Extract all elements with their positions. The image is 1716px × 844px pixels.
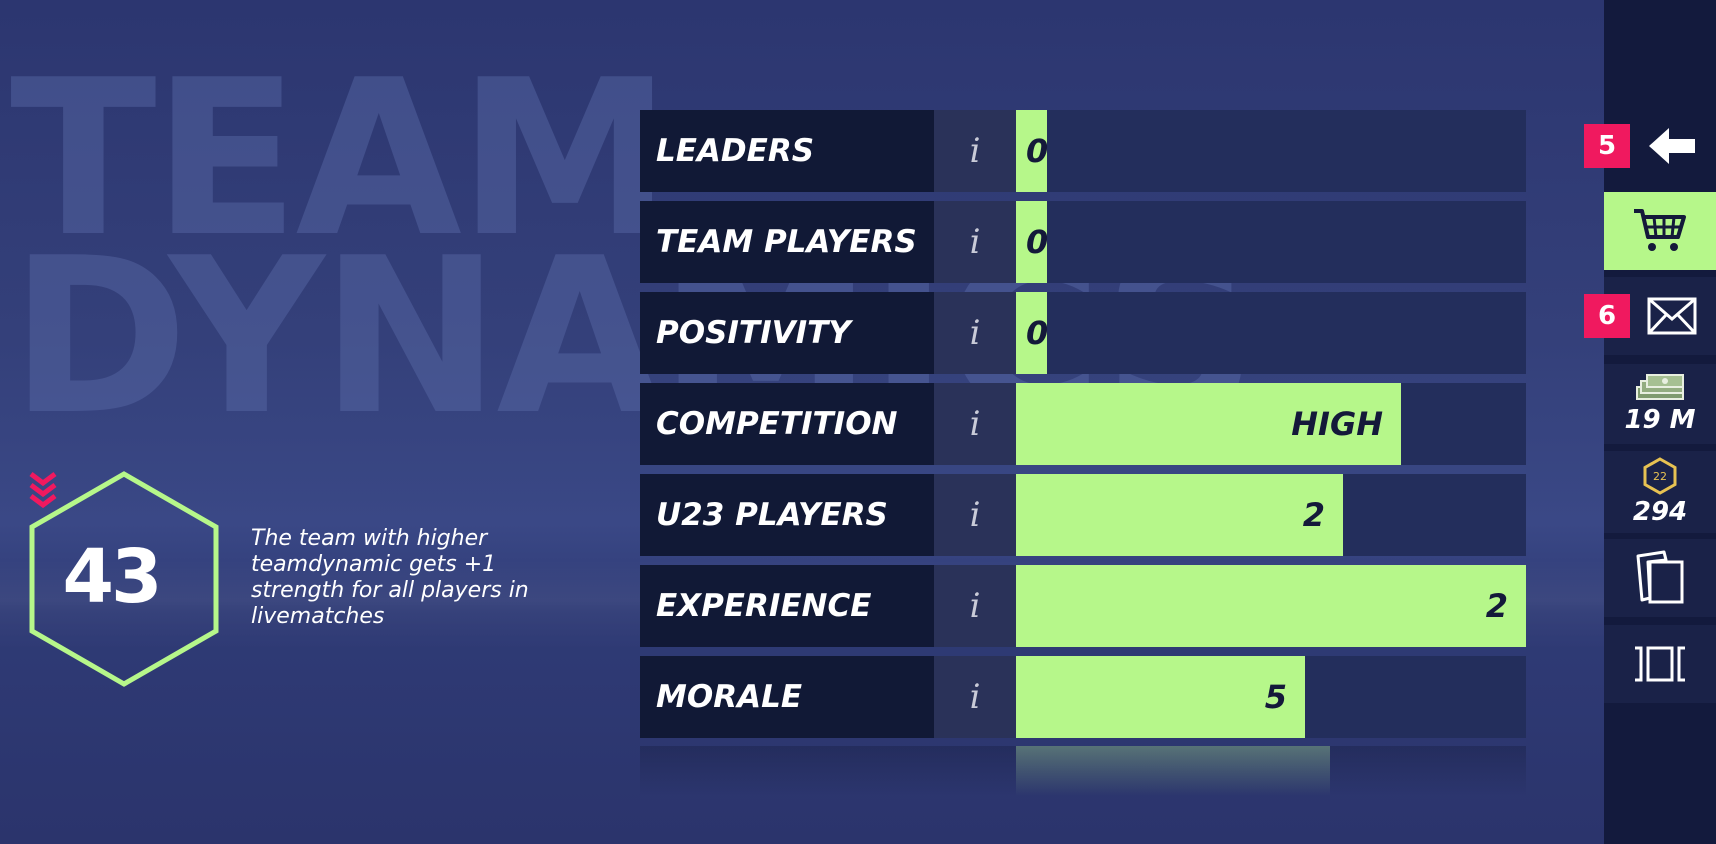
money-stack-icon <box>1636 374 1684 400</box>
stat-row-positivity: POSITIVITY i 0 <box>640 292 1526 374</box>
stat-label: EXPERIENCE <box>640 565 934 647</box>
stat-bar: 2 <box>1016 474 1343 556</box>
coin-icon-label: 22 <box>1653 470 1667 483</box>
hexagon-frame-icon <box>29 471 219 687</box>
shopping-cart-icon <box>1634 209 1686 251</box>
stat-row-experience: EXPERIENCE i 2 <box>640 565 1526 647</box>
team-dynamic-score: 43 <box>28 470 220 688</box>
info-icon[interactable]: i <box>934 565 1016 647</box>
coin-value: 294 <box>1632 497 1688 527</box>
stat-value: 0 <box>1026 223 1049 261</box>
info-icon[interactable]: i <box>934 383 1016 465</box>
stat-bar: 2 <box>1016 565 1526 647</box>
notification-badge: 6 <box>1584 294 1630 338</box>
stat-value: 2 <box>1485 587 1508 625</box>
stat-value: 5 <box>1264 678 1287 716</box>
shop-button[interactable] <box>1604 192 1716 270</box>
info-icon[interactable]: i <box>934 474 1016 556</box>
stat-value: HIGH <box>1291 405 1383 443</box>
stat-bar: 0 <box>1016 110 1049 192</box>
info-icon[interactable]: i <box>934 110 1016 192</box>
stat-value: 0 <box>1026 314 1049 352</box>
stat-label: LEADERS <box>640 110 934 192</box>
stat-row-team-players: TEAM PLAYERS i 0 <box>640 201 1526 283</box>
team-dynamic-value: 43 <box>62 534 163 620</box>
stat-value: 2 <box>1302 496 1325 534</box>
sidebar: 5 6 19 M <box>1584 0 1716 844</box>
stat-label: TEAM PLAYERS <box>640 201 934 283</box>
stat-row-u23-players: U23 PLAYERS i 2 <box>640 474 1526 556</box>
stat-label: POSITIVITY <box>640 292 934 374</box>
cards-icon <box>1636 550 1684 604</box>
info-icon[interactable]: i <box>934 292 1016 374</box>
stat-bar: 0 <box>1016 292 1049 374</box>
cash-balance: 19 M <box>1604 364 1716 444</box>
stat-bar: HIGH <box>1016 383 1401 465</box>
stat-value: 0 <box>1026 132 1049 170</box>
cash-value: 19 M <box>1624 405 1696 435</box>
info-icon[interactable]: i <box>934 201 1016 283</box>
double-chevron-down-icon <box>29 472 57 509</box>
stat-bar: 5 <box>1016 656 1305 738</box>
stat-label: COMPETITION <box>640 383 934 465</box>
team-dynamic-description: The team with higher teamdynamic gets +1… <box>251 526 529 629</box>
pitch-button[interactable] <box>1604 625 1716 703</box>
back-button[interactable]: 5 <box>1584 118 1716 174</box>
background-title-line-1: TEAM <box>10 33 672 284</box>
stat-row-morale: MORALE i 5 <box>640 656 1526 738</box>
stat-label: U23 PLAYERS <box>640 474 934 556</box>
bar-reflection <box>1016 746 1330 796</box>
pitch-field-icon <box>1635 646 1685 682</box>
coin-balance: 22 294 <box>1604 451 1716 533</box>
stat-row-competition: COMPETITION i HIGH <box>640 383 1526 465</box>
floor-reflection <box>640 746 1526 796</box>
cards-button[interactable] <box>1604 539 1716 617</box>
stat-label: MORALE <box>640 656 934 738</box>
stat-bar: 0 <box>1016 201 1049 283</box>
arrow-left-icon <box>1649 128 1695 164</box>
info-icon[interactable]: i <box>934 656 1016 738</box>
coin-hexagon-icon: 22 <box>1643 457 1677 495</box>
mail-button[interactable]: 6 <box>1584 277 1716 355</box>
mail-envelope-icon <box>1647 297 1697 335</box>
notification-badge: 5 <box>1584 124 1630 168</box>
stat-row-leaders: LEADERS i 0 <box>640 110 1526 192</box>
